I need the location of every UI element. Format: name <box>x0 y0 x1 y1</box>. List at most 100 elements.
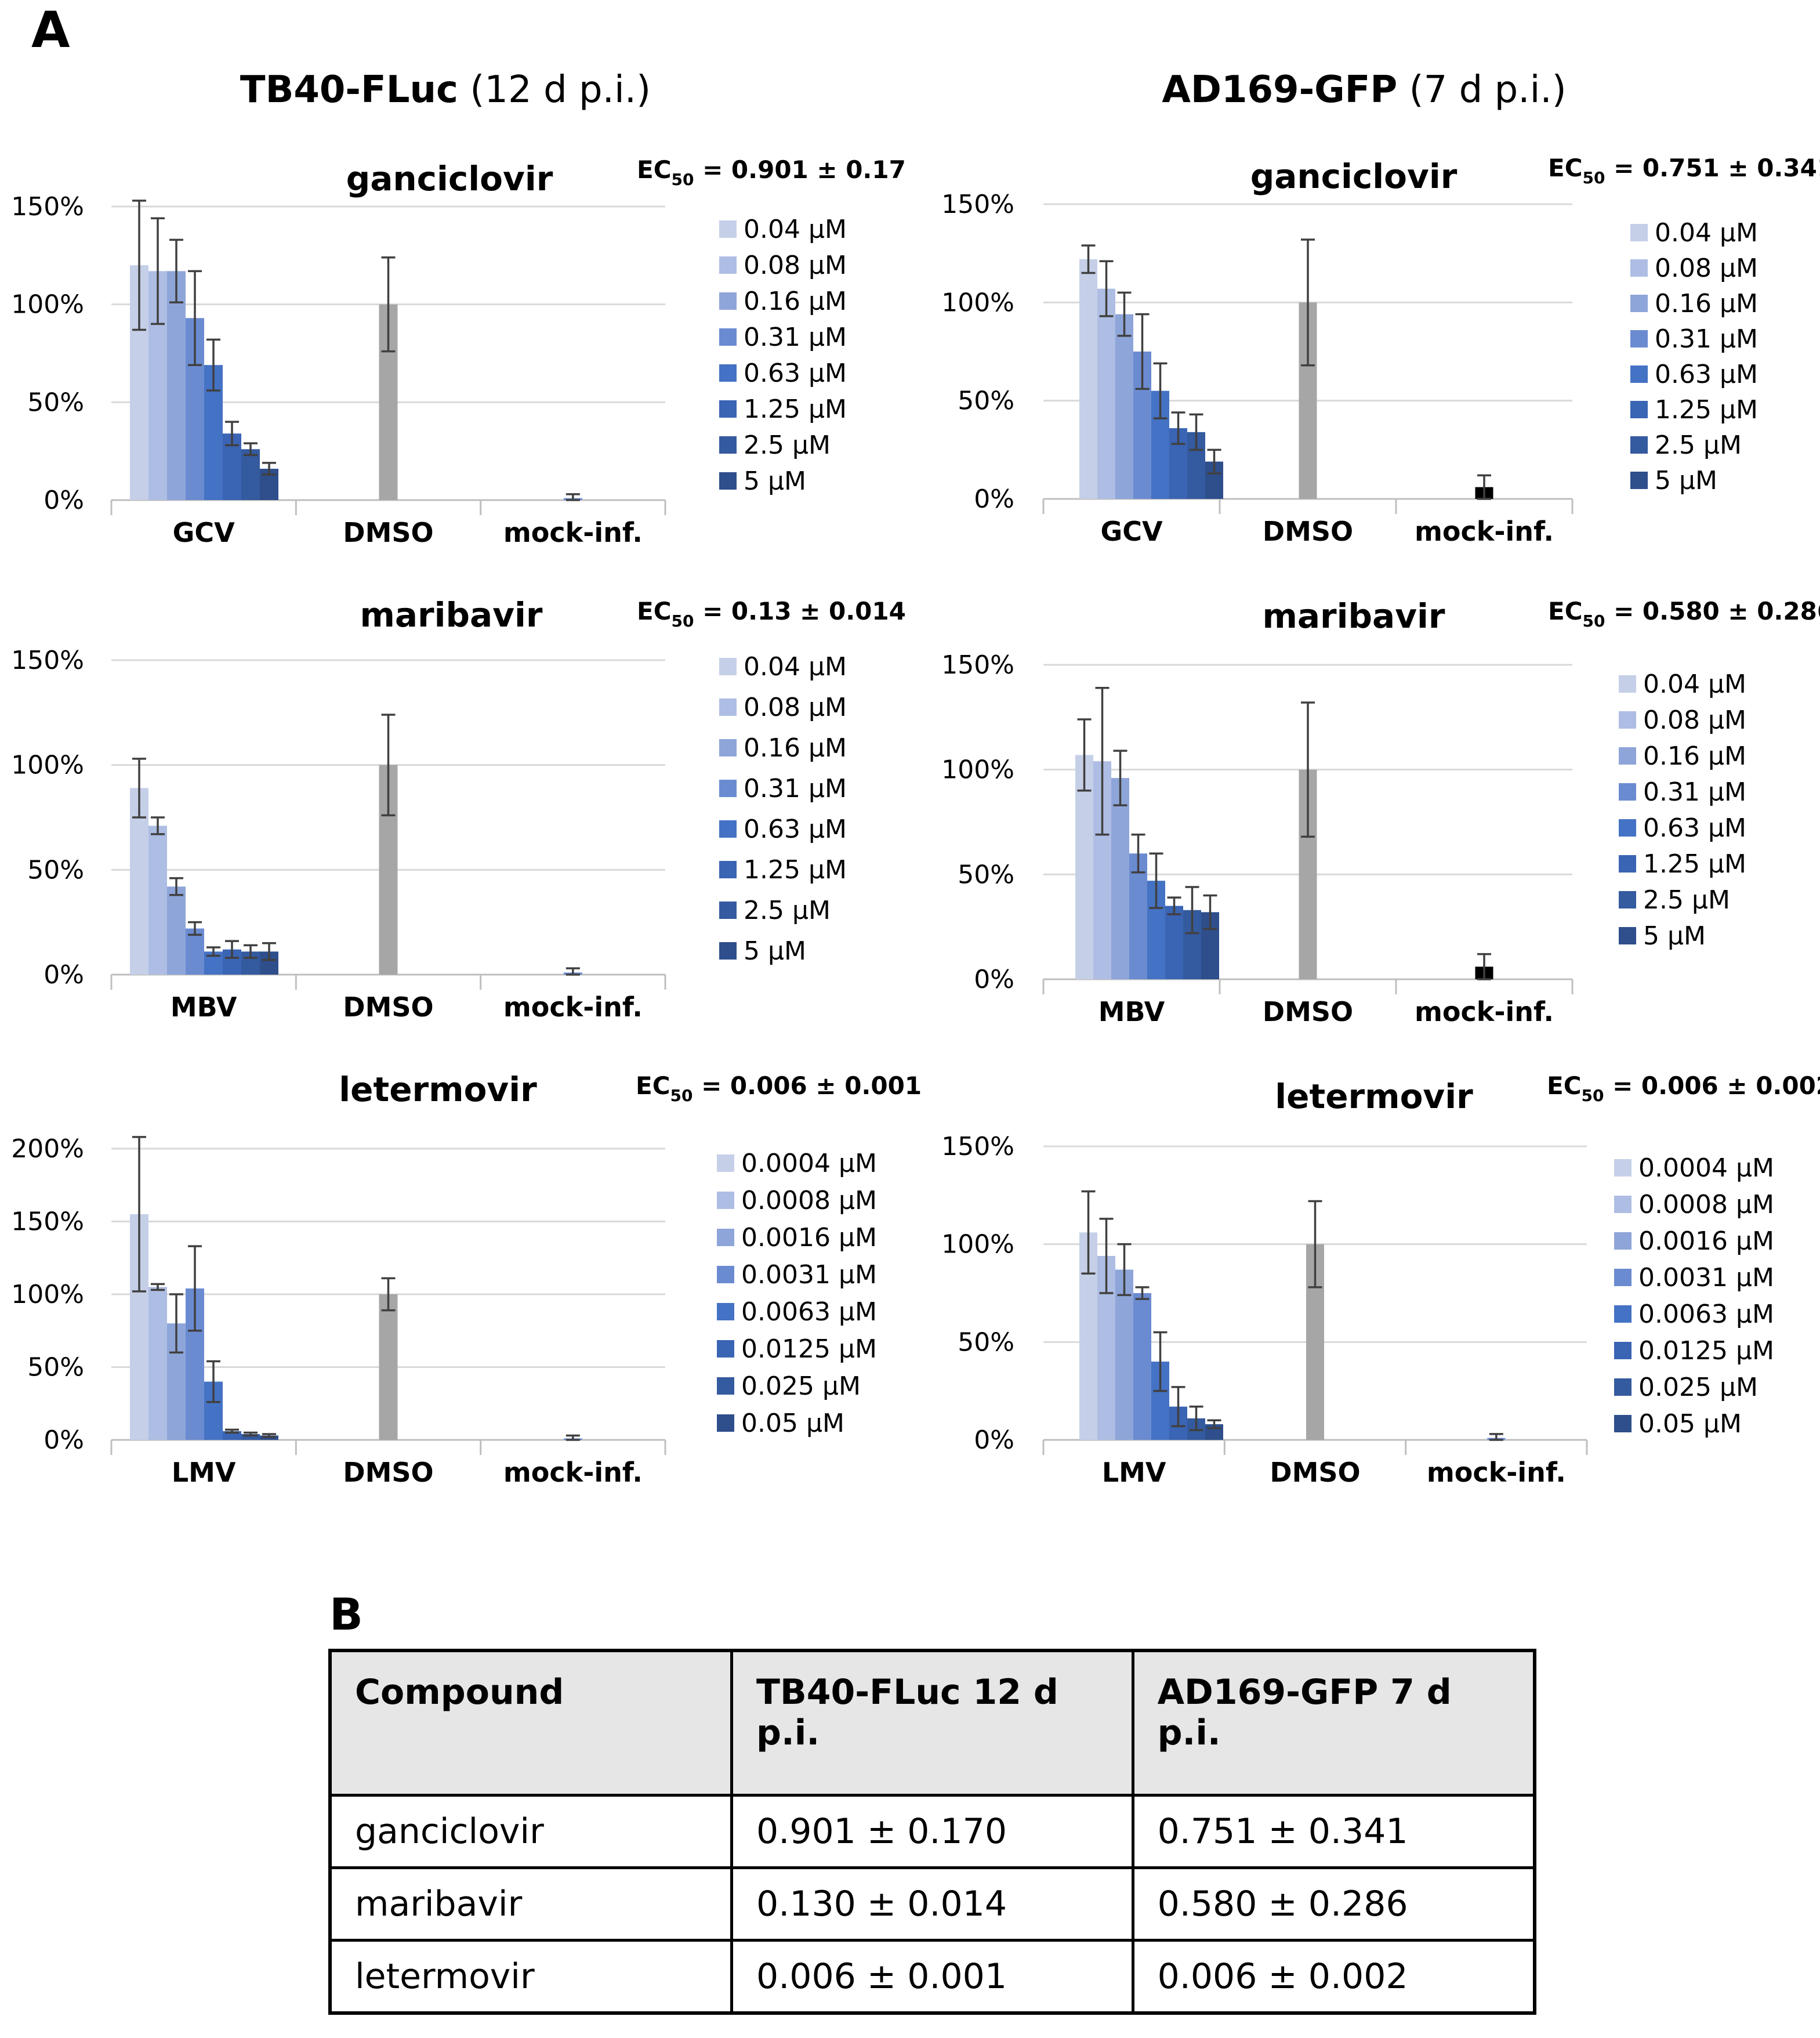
chart-ad169-ganciclovir: ganciclovir EC50 = 0.751 ± 0.341 0% 50% 100%… <box>941 154 1820 547</box>
bar-6 <box>1165 906 1183 979</box>
y-tick-label: 0% <box>974 484 1014 514</box>
legend-label: 0.04 µM <box>744 652 847 682</box>
y-tick-label: 150% <box>941 650 1014 680</box>
y-tick-label: 50% <box>27 855 84 885</box>
chart-title: letermovir <box>1275 1077 1473 1116</box>
legend-swatch <box>719 220 737 238</box>
y-tick-label: 0% <box>974 1425 1014 1455</box>
y-tick-label: 150% <box>11 646 84 675</box>
chart-tb40-ganciclovir: ganciclovir EC50 = 0.901 ± 0.17 0% 50% 100% 1… <box>11 155 906 548</box>
table-cell: 0.006 ± 0.001 <box>730 1939 1134 2015</box>
legend-swatch <box>1619 855 1636 873</box>
legend-label: 1.25 µM <box>1655 395 1758 425</box>
legend-label: 0.63 µM <box>1655 360 1758 389</box>
x-category-label: mock-inf. <box>503 517 643 548</box>
legend-label: 0.04 µM <box>1643 669 1746 699</box>
legend-swatch <box>1630 472 1648 489</box>
legend-label: 0.08 µM <box>744 693 847 722</box>
legend-swatch <box>717 1303 734 1320</box>
legend-swatch <box>717 1192 734 1209</box>
y-tick-label: 50% <box>27 388 84 417</box>
y-tick-label: 100% <box>941 755 1014 785</box>
legend-label: 2.5 µM <box>1655 430 1742 460</box>
strain-name: TB40-FLuc <box>240 68 458 111</box>
legend-label: 0.08 µM <box>1655 254 1758 283</box>
legend-swatch <box>1619 747 1636 765</box>
chart-ad169-maribavir: maribavir EC50 = 0.580 ± 0.286 0% 50% 100% 15… <box>941 596 1820 1027</box>
legend-label: 0.04 µM <box>1655 218 1758 248</box>
legend-swatch <box>1619 819 1636 837</box>
legend-swatch <box>719 861 737 878</box>
bar-4 <box>186 928 204 975</box>
table-row: letermovir 0.006 ± 0.001 0.006 ± 0.002 <box>328 1939 1536 2015</box>
legend-swatch <box>719 698 737 716</box>
legend-swatch <box>719 820 737 838</box>
y-tick-label: 200% <box>11 1134 84 1164</box>
header-tb40: TB40-FLuc 12 d p.i. <box>730 1649 1134 1797</box>
chart-title: ganciclovir <box>1250 157 1458 196</box>
y-tick-label: 100% <box>941 1230 1014 1259</box>
y-tick-label: 150% <box>941 1132 1014 1161</box>
legend-label: 0.0063 µM <box>741 1297 877 1327</box>
legend-swatch <box>1614 1342 1632 1359</box>
legend-swatch <box>1614 1415 1632 1432</box>
legend-swatch <box>719 942 737 960</box>
bar-2 <box>1097 288 1115 499</box>
legend-label: 0.16 µM <box>1655 289 1758 318</box>
legend-swatch <box>1614 1305 1632 1323</box>
legend-label: 5 µM <box>1643 921 1706 951</box>
legend-swatch <box>719 292 737 310</box>
legend-label: 0.16 µM <box>744 287 847 316</box>
ec50-label: EC50 = 0.580 ± 0.286 <box>1548 597 1820 631</box>
legend-swatch <box>1630 401 1648 418</box>
legend-swatch <box>1630 330 1648 347</box>
legend-label: 0.63 µM <box>744 359 847 388</box>
bar-3 <box>1115 314 1133 499</box>
x-category-label: mock-inf. <box>1427 1457 1566 1488</box>
legend-label: 0.31 µM <box>744 774 847 803</box>
legend-label: 0.04 µM <box>744 215 847 244</box>
legend-label: 0.31 µM <box>744 323 847 352</box>
legend-label: 0.63 µM <box>1643 813 1746 843</box>
y-tick-label: 50% <box>958 860 1014 889</box>
legend-swatch <box>1614 1159 1632 1177</box>
legend-label: 0.0004 µM <box>741 1149 877 1178</box>
table-header-row: Compound TB40-FLuc 12 d p.i. AD169-GFP 7… <box>328 1649 1536 1797</box>
x-category-label: MBV <box>171 991 237 1023</box>
legend-label: 0.0031 µM <box>1638 1263 1774 1293</box>
legend-label: 0.0008 µM <box>741 1186 877 1215</box>
legend-swatch <box>719 780 737 797</box>
legend-label: 5 µM <box>1655 466 1717 495</box>
x-category-label: mock-inf. <box>1415 996 1554 1027</box>
bar-7 <box>241 1434 260 1440</box>
y-tick-label: 50% <box>27 1353 84 1382</box>
legend-label: 0.31 µM <box>1643 777 1746 807</box>
chart-ad169-letermovir: letermovir EC50 = 0.006 ± 0.002 0% 50% 100% 1… <box>941 1072 1820 1488</box>
header-compound: Compound <box>328 1649 734 1797</box>
bar-4 <box>1129 853 1147 979</box>
y-tick-label: 0% <box>974 965 1014 994</box>
y-tick-label: 100% <box>941 288 1014 317</box>
table-row: maribavir 0.130 ± 0.014 0.580 ± 0.286 <box>328 1866 1536 1942</box>
y-tick-label: 0% <box>43 486 84 515</box>
y-tick-label: 50% <box>958 386 1014 416</box>
legend-label: 2.5 µM <box>744 896 831 925</box>
bar-3 <box>167 271 186 500</box>
x-category-label: LMV <box>1102 1457 1166 1488</box>
x-category-label: DMSO <box>343 1457 433 1488</box>
chart-title: ganciclovir <box>346 159 553 198</box>
bar-2 <box>148 1287 167 1440</box>
legend-swatch <box>1630 436 1648 454</box>
strain-name: AD169-GFP <box>1162 68 1398 111</box>
ec50-summary-table: Compound TB40-FLuc 12 d p.i. AD169-GFP 7… <box>328 1649 1536 2015</box>
legend-swatch <box>717 1154 734 1172</box>
table-cell: 0.130 ± 0.014 <box>730 1866 1134 1942</box>
bar-3 <box>167 886 186 975</box>
legend-label: 0.0125 µM <box>741 1334 877 1364</box>
legend-swatch <box>717 1414 734 1432</box>
legend-label: 1.25 µM <box>1643 849 1746 879</box>
legend-swatch <box>1619 675 1636 693</box>
legend-swatch <box>717 1340 734 1358</box>
bar-1 <box>1079 259 1097 499</box>
chart-title: letermovir <box>339 1070 537 1109</box>
